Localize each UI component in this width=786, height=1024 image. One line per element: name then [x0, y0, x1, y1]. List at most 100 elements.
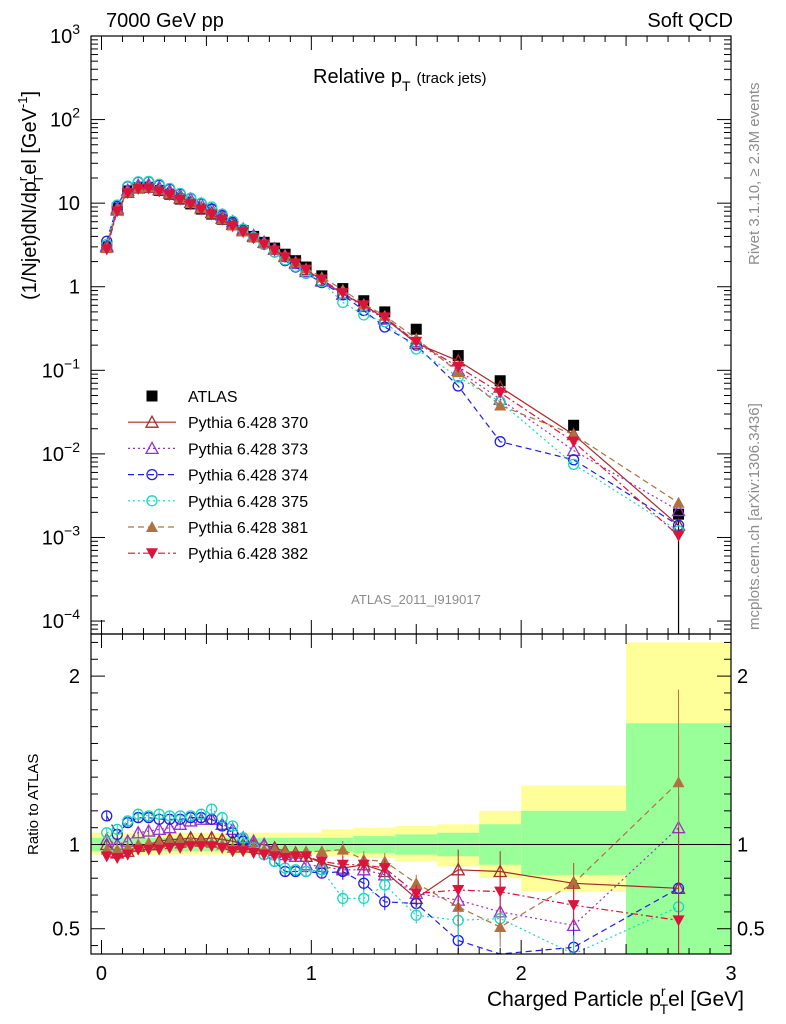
ratio-panel: 0.5 0.5 1 1 2 2 0 1 2 3 Ratio to ATLAS Charged P…	[25, 633, 765, 1017]
ratio-point	[141, 823, 156, 837]
legend-label: Pythia 6.428 375	[188, 494, 308, 511]
main-series	[99, 177, 686, 517]
ratio-y-tick-label-right: 2	[737, 666, 748, 688]
ratio-point	[494, 921, 507, 933]
main-point	[494, 387, 507, 399]
ratio-point	[300, 851, 313, 863]
ratio-point	[337, 892, 349, 905]
main-point	[336, 288, 349, 300]
main-point	[100, 244, 113, 256]
main-point	[567, 454, 580, 466]
ratio-point	[132, 808, 144, 820]
ratio-point	[315, 845, 328, 857]
main-point	[378, 312, 391, 324]
main-point	[184, 199, 197, 211]
plot-title-note: (track jets)	[417, 70, 487, 87]
ratio-point	[100, 851, 113, 863]
ratio-y-tick-label: 0.5	[52, 919, 80, 941]
main-y-tick-base: 10	[42, 360, 64, 382]
main-y-tick-exponent: 2	[72, 105, 80, 121]
legend-label: Pythia 6.428 382	[188, 546, 308, 563]
main-y-tick-label: 1	[69, 277, 80, 299]
ratio-point	[410, 888, 423, 900]
legend-label: Pythia 6.428 373	[188, 441, 308, 458]
x-tick-label: 2	[516, 963, 527, 985]
main-point	[494, 436, 506, 448]
ratio-point	[379, 879, 391, 891]
main-data-layer	[99, 175, 686, 634]
main-point	[673, 508, 685, 520]
ratio-point	[195, 841, 208, 853]
legend-label: Pythia 6.428 374	[188, 468, 308, 485]
ratio-point	[237, 846, 250, 858]
main-y-tick-base: 10	[42, 444, 64, 466]
ratio-point	[315, 856, 328, 868]
main-point	[132, 183, 145, 195]
ratio-y-axis-label: Ratio to ATLAS	[25, 754, 42, 855]
main-y-tick-exponent: −4	[64, 606, 80, 622]
xlabel-main: Charged Particle p	[487, 988, 661, 1011]
ratio-point	[184, 841, 197, 853]
ratio-point	[122, 815, 134, 827]
main-series	[101, 181, 685, 634]
main-y-axis-label: (1/Njet)dN/dprTel [GeV-1]	[15, 91, 46, 300]
ratio-point	[226, 846, 239, 858]
main-point	[567, 458, 580, 470]
ratio-point	[101, 827, 113, 839]
mcplots-reference-label: mcplots.cern.ch [arXiv:1306.3436]	[746, 403, 763, 630]
ratio-point	[163, 842, 176, 854]
x-tick-label: 0	[96, 963, 107, 985]
main-y-tick-label: 10−3	[42, 522, 80, 549]
main-y-tick-base: 10	[50, 110, 72, 132]
ratio-point	[494, 886, 507, 898]
main-point	[568, 419, 580, 431]
ratio-point	[101, 810, 113, 822]
ratio-point	[567, 877, 580, 889]
ylabel-end: ]	[19, 91, 41, 97]
ratio-point	[672, 776, 685, 788]
main-point	[300, 264, 313, 276]
main-point	[410, 323, 422, 335]
main-point	[216, 214, 229, 226]
main-y-tick-label: 10	[58, 193, 80, 215]
main-point	[289, 258, 302, 270]
ylabel-sub: T	[31, 175, 46, 183]
legend-marker	[144, 414, 160, 428]
ratio-point	[356, 862, 371, 876]
ratio-y-tick-label: 1	[69, 835, 80, 857]
main-y-tick-base: 1	[69, 277, 80, 299]
main-y-tick-label: 102	[50, 105, 80, 132]
ratio-point	[289, 864, 302, 876]
main-point	[205, 209, 218, 221]
main-series-line	[106, 183, 679, 512]
ratio-point	[410, 877, 423, 889]
main-point	[671, 503, 686, 517]
main-y-tick-label: 103	[50, 21, 80, 48]
plot-title-sub: T	[402, 78, 411, 94]
main-y-tick-exponent: −1	[64, 355, 80, 371]
ratio-point	[131, 825, 146, 839]
x-tick-label: 1	[306, 963, 317, 985]
ylabel-main: (1/Njet)dN/dp	[19, 181, 41, 300]
main-point	[494, 399, 507, 411]
main-point	[452, 380, 464, 392]
x-tick-label: 3	[725, 963, 736, 985]
main-y-tick-label: 10−2	[42, 439, 80, 466]
ratio-point	[358, 892, 370, 905]
ratio-point	[111, 843, 124, 855]
ratio-point	[174, 842, 187, 854]
legend-label: Pythia 6.428 381	[188, 520, 308, 537]
ratio-point	[153, 808, 165, 820]
ratio-point	[452, 885, 465, 896]
main-y-tick-exponent: 3	[72, 21, 80, 37]
ratio-series	[100, 827, 685, 954]
main-point	[237, 227, 250, 239]
ratio-point	[216, 842, 229, 854]
ratio-point	[152, 822, 167, 836]
ratio-data-layer	[99, 689, 686, 955]
main-point	[258, 239, 271, 251]
main-point	[567, 436, 580, 448]
main-y-tick-base: 10	[50, 26, 72, 48]
